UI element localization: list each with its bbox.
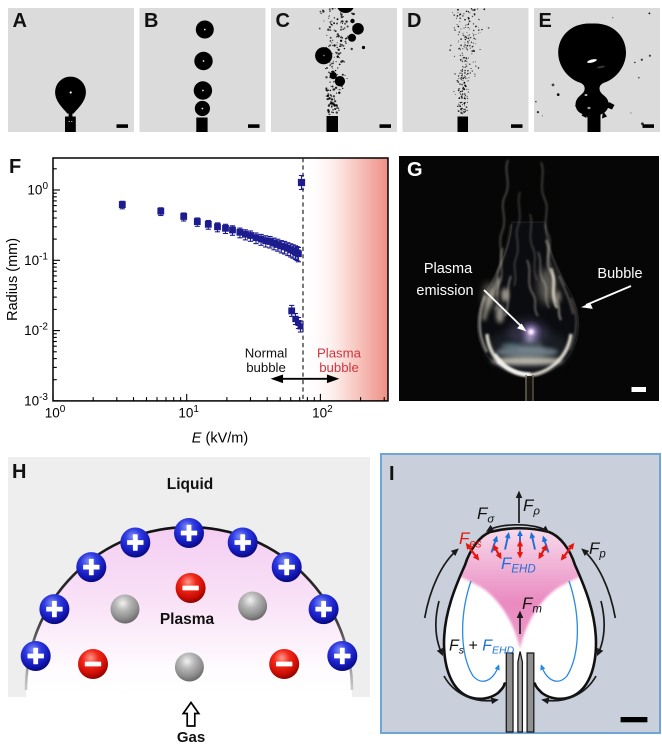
svg-text:emission: emission	[416, 283, 473, 299]
svg-text:E (kV/m): E (kV/m)	[192, 431, 248, 447]
svg-text:bubble: bubble	[319, 360, 359, 375]
svg-text:Normal: Normal	[245, 346, 288, 361]
svg-text:A: A	[13, 10, 27, 32]
svg-text:Plasma: Plasma	[317, 346, 362, 361]
svg-text:Plasma: Plasma	[424, 261, 473, 277]
svg-text:D: D	[407, 10, 421, 32]
svg-text:Plasma: Plasma	[160, 611, 215, 628]
svg-text:Bubble: Bubble	[597, 266, 642, 282]
svg-text:C: C	[276, 10, 290, 32]
svg-text:Radius (mm): Radius (mm)	[5, 238, 21, 321]
svg-text:Gas: Gas	[177, 729, 205, 746]
svg-text:H: H	[12, 461, 26, 483]
svg-text:E: E	[539, 10, 552, 32]
svg-text:F: F	[9, 156, 21, 178]
svg-text:bubble: bubble	[246, 360, 286, 375]
svg-text:I: I	[389, 463, 395, 485]
svg-text:G: G	[407, 159, 423, 181]
svg-text:B: B	[144, 10, 158, 32]
svg-text:Liquid: Liquid	[167, 476, 214, 493]
